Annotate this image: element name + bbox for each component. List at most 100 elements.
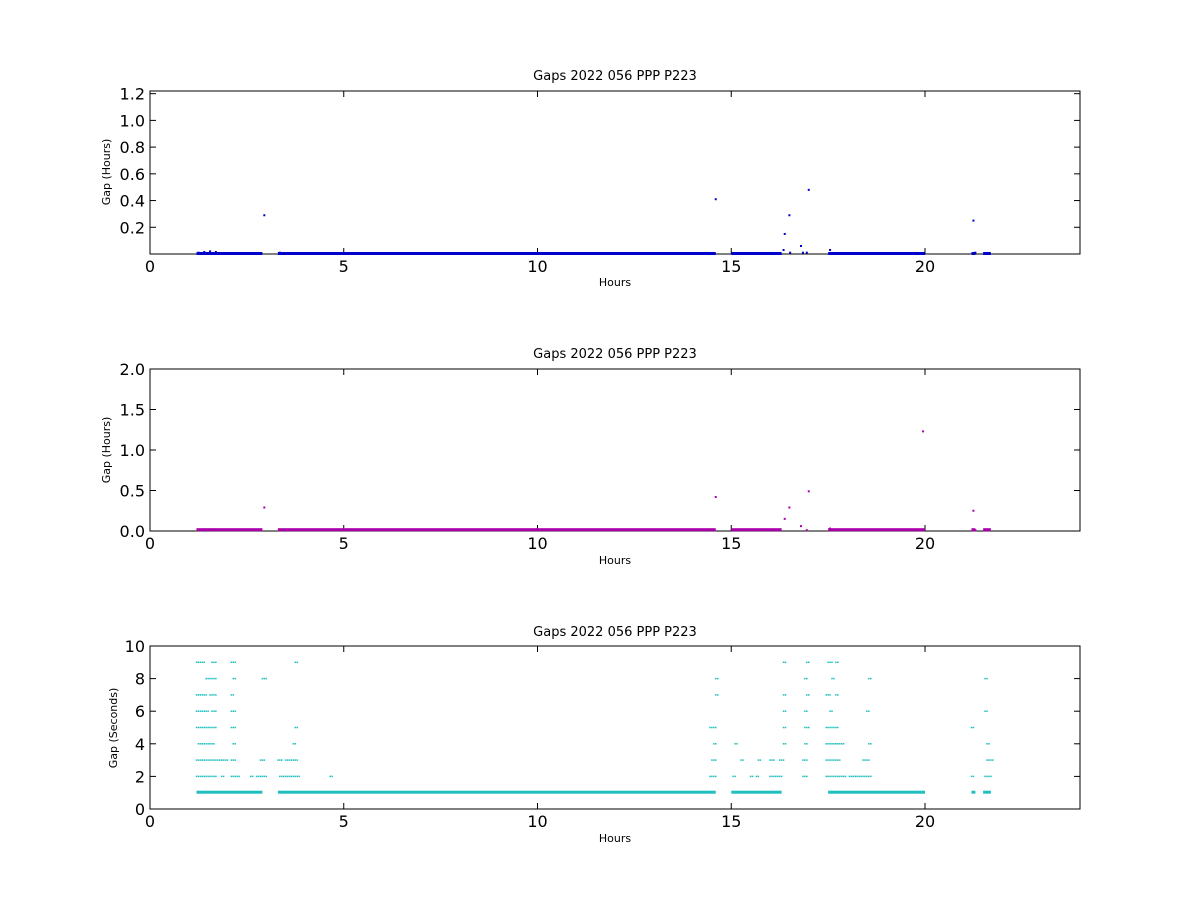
panel-2-x-tick-label: 15 [721,534,741,553]
panel-3-data-point [868,710,870,712]
panel-3-data-point [224,759,227,761]
panel-3-data-point [201,775,204,778]
panel-3-data-point [806,661,808,664]
panel-3-data-point [806,759,808,761]
panel-3-data-point [296,775,298,778]
panel-3-data-point [862,775,864,778]
panel-3-data-point [773,759,775,761]
panel-3-data-point [201,710,204,712]
panel-2-data-point [805,529,808,532]
panel-3-data-point [827,661,829,664]
panel-3-data-point [825,743,827,745]
panel-3-data-point [215,759,217,761]
panel-3-data-point [298,775,300,778]
panel-3-data-point [835,775,837,778]
panel-3-data-point [207,710,209,712]
panel-3-data-point [715,759,717,761]
panel-3-data-point [833,726,835,729]
panel-3-data-point [782,710,785,712]
panel-3-data-point [211,726,213,729]
panel-1-y-tick-label: 1.0 [120,111,145,130]
panel-3-data-point [972,726,975,729]
panel-3-data-point [751,775,754,778]
panel-3-x-tick-label: 15 [721,812,741,831]
panel-3-data-point [197,710,200,712]
panel-3-data-point [742,759,744,761]
panel-3-data-point [868,759,870,761]
panel-1-data-band [983,252,991,255]
panel-3-data-point [868,775,870,778]
panel-3-data-point [234,775,236,778]
panel-3-data-point [736,743,738,745]
panel-3-data-point [806,726,808,729]
panel-3-data-point [709,726,711,729]
panel-3-data-band [983,790,991,794]
panel-2-data-point [807,490,810,493]
panel-3-data-point [842,775,845,778]
panel-3-data-point [203,726,205,729]
panel-3-data-point [282,775,285,778]
panel-3-data-point [213,661,215,664]
panel-3-data-point [294,759,297,761]
panel-3-data-point [211,743,213,745]
panel-3-data-point [804,743,806,745]
panel-3-data-point [215,694,217,696]
panel-3-title: Gaps 2022 056 PPP P223 [533,625,697,640]
panel-3-data-point [829,726,831,729]
panel-3-data-point [825,759,827,761]
panel-3-data-point [837,661,839,664]
panel-3-data-point [715,677,717,680]
panel-3-data-point [713,759,715,761]
panel-3-data-point [207,726,209,729]
panel-3-data-point [860,775,862,778]
panel-3-data-point [281,759,283,761]
panel-3-y-tick-label: 8 [135,670,145,689]
panel-3-data-point [232,759,235,761]
panel-3-data-point [870,775,872,778]
panel-3-data-point [713,726,715,729]
panel-3-data-point [804,775,806,778]
panel-3-data-point [294,775,297,778]
panel-3-data-point [213,775,215,778]
panel-3-data-point [732,775,734,778]
panel-3-data-point [862,759,864,761]
panel-3-data-point [209,677,211,680]
panel-3-data-point [784,710,787,712]
panel-3-data-point [211,677,213,680]
panel-2-y-tick-label: 2.0 [120,360,145,379]
panel-3-data-point [205,743,207,745]
panel-3-data-point [829,759,831,761]
panel-1-data-point [801,251,804,254]
panel-3-data-point [782,759,785,761]
panel-3-data-point [740,759,742,761]
panel-3-data-point [213,710,215,712]
panel-3-data-point [205,775,207,778]
panel-2-data-band [971,528,976,532]
panel-3-data-point [806,743,808,745]
panel-3-data-point [211,775,213,778]
panel-2-data-band [196,528,263,532]
panel-3-data-point [854,775,856,778]
panel-3-data-point [713,775,715,778]
panel-3-data-band [277,790,716,794]
panel-3-x-axis-label: Hours [599,832,631,845]
panel-2-data-point [783,517,786,520]
panel-1-y-tick-label: 0.4 [120,192,145,211]
panel-3-data-point [296,726,298,729]
panel-3-data-point [986,775,988,778]
panel-3-data-point [806,710,808,712]
panel-3-data-point [829,694,831,696]
panel-3-data-point [230,661,233,664]
panel-1-y-tick-label: 0.2 [120,218,145,237]
panel-3-data-point [866,710,868,712]
panel-3-data-point [711,726,713,729]
panel-3-data-point [234,661,236,664]
panel-3-data-point [195,710,198,712]
panel-3-y-tick-label: 2 [135,767,145,786]
panel-3-data-point [837,775,839,778]
panel-3-data-point [195,694,198,696]
panel-3-data-point [230,694,233,696]
panel-3-data-point [232,726,235,729]
panel-2-data-point [974,529,977,532]
panel-3-data-point [827,743,829,745]
